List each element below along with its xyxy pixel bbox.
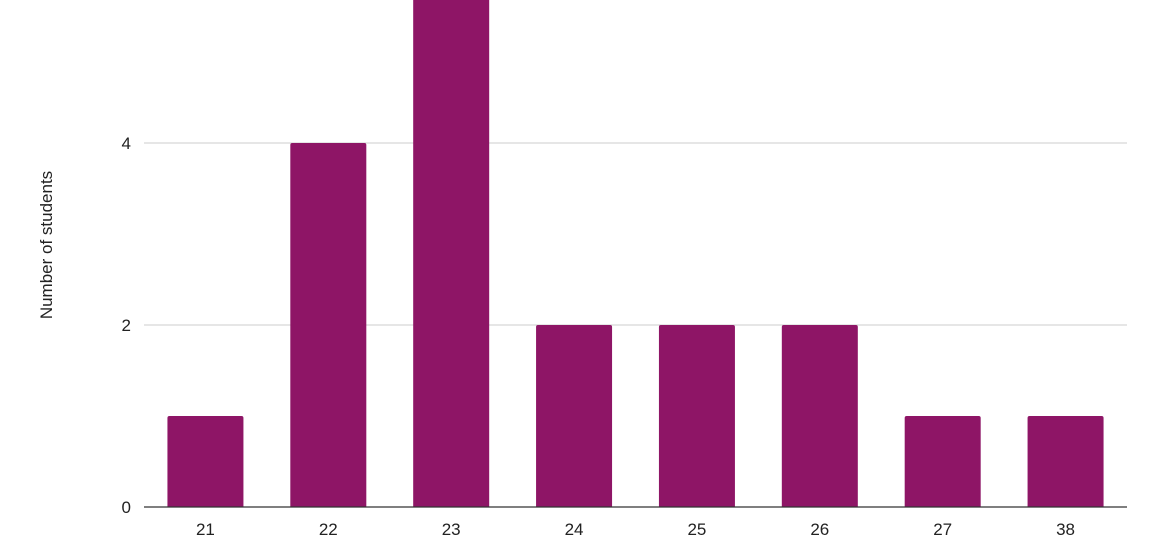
x-tick-label-38: 38: [1056, 520, 1075, 539]
bar-26: [781, 325, 858, 507]
bar-23: [413, 0, 490, 507]
y-tick-label-2: 2: [122, 316, 131, 335]
x-tick-label-26: 26: [810, 520, 829, 539]
y-tick-label-0: 0: [122, 498, 131, 517]
x-tick-label-22: 22: [319, 520, 338, 539]
bar-38: [1027, 416, 1104, 507]
x-tick-label-27: 27: [933, 520, 952, 539]
x-tick-label-21: 21: [196, 520, 215, 539]
bar-21: [167, 416, 244, 507]
y-tick-label-4: 4: [122, 134, 131, 153]
bar-22: [290, 143, 367, 507]
bar-27: [904, 416, 981, 507]
bar-24: [536, 325, 613, 507]
y-axis-title: Number of students: [37, 171, 56, 319]
x-tick-labels: 21 22 23 24 25 26 27 38: [196, 520, 1075, 539]
x-tick-label-23: 23: [442, 520, 461, 539]
y-tick-labels: 0 2 4: [122, 134, 131, 517]
bars: [167, 0, 1104, 507]
bar-25: [658, 325, 735, 507]
x-tick-label-25: 25: [687, 520, 706, 539]
x-tick-label-24: 24: [565, 520, 584, 539]
